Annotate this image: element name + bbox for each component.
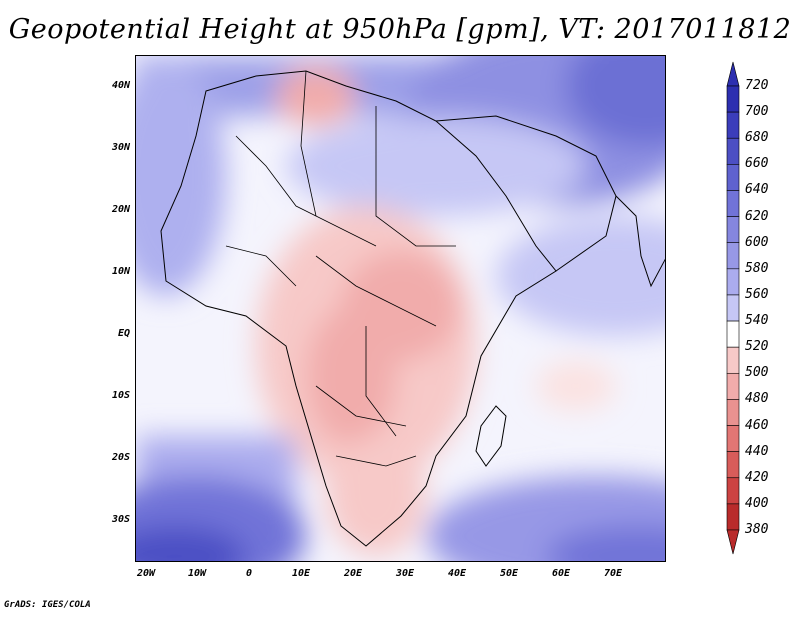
colorbar bbox=[726, 61, 740, 555]
colorbar-level-label: 380 bbox=[745, 522, 769, 537]
colorbar-segment bbox=[726, 503, 740, 531]
height-field bbox=[136, 56, 665, 561]
country-borders bbox=[225, 70, 456, 467]
colorbar-segment bbox=[726, 346, 740, 374]
lat-label: 30S bbox=[111, 514, 130, 525]
chart-title: Geopotential Height at 950hPa [gpm], VT:… bbox=[8, 14, 792, 45]
colorbar-segment bbox=[726, 137, 740, 165]
colorbar-segment bbox=[726, 425, 740, 452]
colorbar-level-label: 580 bbox=[745, 260, 769, 276]
colorbar-level-label: 460 bbox=[745, 417, 769, 433]
lon-label: 60E bbox=[551, 568, 571, 579]
colorbar-segment bbox=[726, 477, 740, 505]
colorbar-segment bbox=[726, 372, 740, 400]
lon-label: 20E bbox=[343, 568, 363, 579]
colorbar-segment bbox=[726, 399, 740, 426]
colorbar-level-label: 640 bbox=[745, 182, 769, 198]
colorbar-level-label: 560 bbox=[745, 286, 769, 302]
colorbar-segment bbox=[726, 85, 740, 113]
colorbar-segment bbox=[726, 216, 740, 244]
colorbar-level-label: 700 bbox=[745, 104, 769, 120]
lat-label: 30N bbox=[111, 142, 130, 153]
colorbar-level-label: 440 bbox=[745, 443, 769, 459]
colorbar-level-label: 600 bbox=[745, 234, 769, 250]
lon-label: 20W bbox=[136, 568, 156, 579]
lat-label: 20N bbox=[111, 204, 130, 215]
lon-label: 30E bbox=[395, 568, 415, 579]
lat-label: 10S bbox=[111, 390, 130, 401]
colorbar-segment bbox=[726, 451, 740, 479]
colorbar-level-label: 680 bbox=[745, 130, 769, 146]
colorbar-level-label: 620 bbox=[745, 208, 769, 224]
arabia-coastline bbox=[435, 115, 617, 272]
lon-label: 70E bbox=[603, 568, 623, 579]
colorbar-segment bbox=[726, 242, 740, 270]
lon-label: 10W bbox=[187, 568, 207, 579]
colorbar-segment bbox=[726, 190, 740, 217]
credit-label: GrADS: IGES/COLA bbox=[4, 600, 91, 610]
colorbar-segment bbox=[726, 320, 740, 348]
colorbar-level-label: 660 bbox=[745, 156, 769, 172]
india-coastline bbox=[615, 195, 665, 288]
colorbar-segment bbox=[726, 294, 740, 322]
lon-label: 0 bbox=[245, 568, 253, 579]
lon-label: 10E bbox=[291, 568, 311, 579]
colorbar-segment bbox=[726, 111, 740, 139]
colorbar-level-label: 520 bbox=[745, 339, 769, 355]
colorbar-bottom-arrow bbox=[726, 529, 740, 555]
colorbar-top-arrow bbox=[726, 61, 740, 87]
lon-label: 50E bbox=[499, 568, 519, 579]
africa-coastline bbox=[160, 70, 557, 547]
colorbar-level-label: 720 bbox=[745, 78, 769, 93]
colorbar-segment bbox=[726, 164, 740, 191]
colorbar-level-label: 400 bbox=[745, 495, 769, 511]
colorbar-level-label: 420 bbox=[745, 469, 769, 485]
lat-label: EQ bbox=[117, 328, 130, 339]
lat-label: 20S bbox=[111, 452, 130, 463]
colorbar-level-label: 500 bbox=[745, 365, 769, 381]
colorbar-segment bbox=[726, 268, 740, 296]
lat-label: 40N bbox=[111, 80, 130, 91]
madagascar-coastline bbox=[475, 405, 507, 467]
map-area[interactable] bbox=[135, 55, 666, 562]
colorbar-level-label: 540 bbox=[745, 313, 769, 329]
lon-label: 40E bbox=[447, 568, 467, 579]
colorbar-level-label: 480 bbox=[745, 391, 769, 407]
lat-label: 10N bbox=[111, 266, 130, 277]
